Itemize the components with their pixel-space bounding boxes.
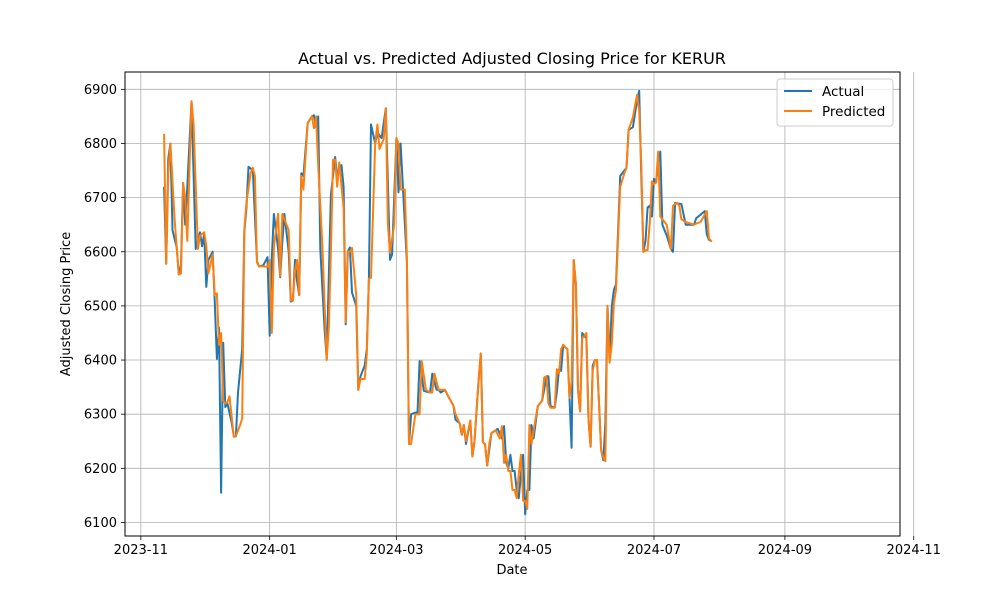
y-tick-label: 6600 [84,245,117,260]
plot-frame [124,71,901,537]
x-tick-label: 2024-11 [887,543,941,558]
x-tick-label: 2024-03 [369,543,423,558]
series-lines [163,89,713,516]
y-tick-label: 6700 [84,191,117,206]
chart-title: Actual vs. Predicted Adjusted Closing Pr… [298,49,726,68]
x-axis-label: Date [496,563,527,578]
x-tick-label: 2024-07 [627,543,681,558]
x-tick-label: 2024-09 [758,543,812,558]
y-axis-label: Adjusted Closing Price [59,232,74,376]
series-line-actual [163,89,713,516]
y-tick-label: 6400 [84,354,117,369]
y-tick-label: 6200 [84,462,117,477]
x-axis-ticks: 2023-11 2024-01 2024-03 2024-05 2024-07 2024-… [114,536,941,558]
legend: Actual Predicted [776,78,894,127]
y-tick-label: 6300 [84,408,117,423]
y-tick-label: 6100 [84,516,117,531]
y-tick-label: 6500 [84,299,117,314]
x-tick-label: 2024-01 [242,543,296,558]
x-tick-label: 2023-11 [114,543,168,558]
legend-predicted-label: Predicted [822,104,885,120]
series-line-predicted [163,93,713,510]
x-tick-label: 2024-05 [498,543,552,558]
y-tick-label: 6900 [84,83,117,98]
legend-actual-label: Actual [822,84,864,100]
y-axis-ticks: 6100 6200 6300 6400 6500 6600 6700 6800 6900 [84,83,125,531]
y-tick-label: 6800 [84,137,117,152]
